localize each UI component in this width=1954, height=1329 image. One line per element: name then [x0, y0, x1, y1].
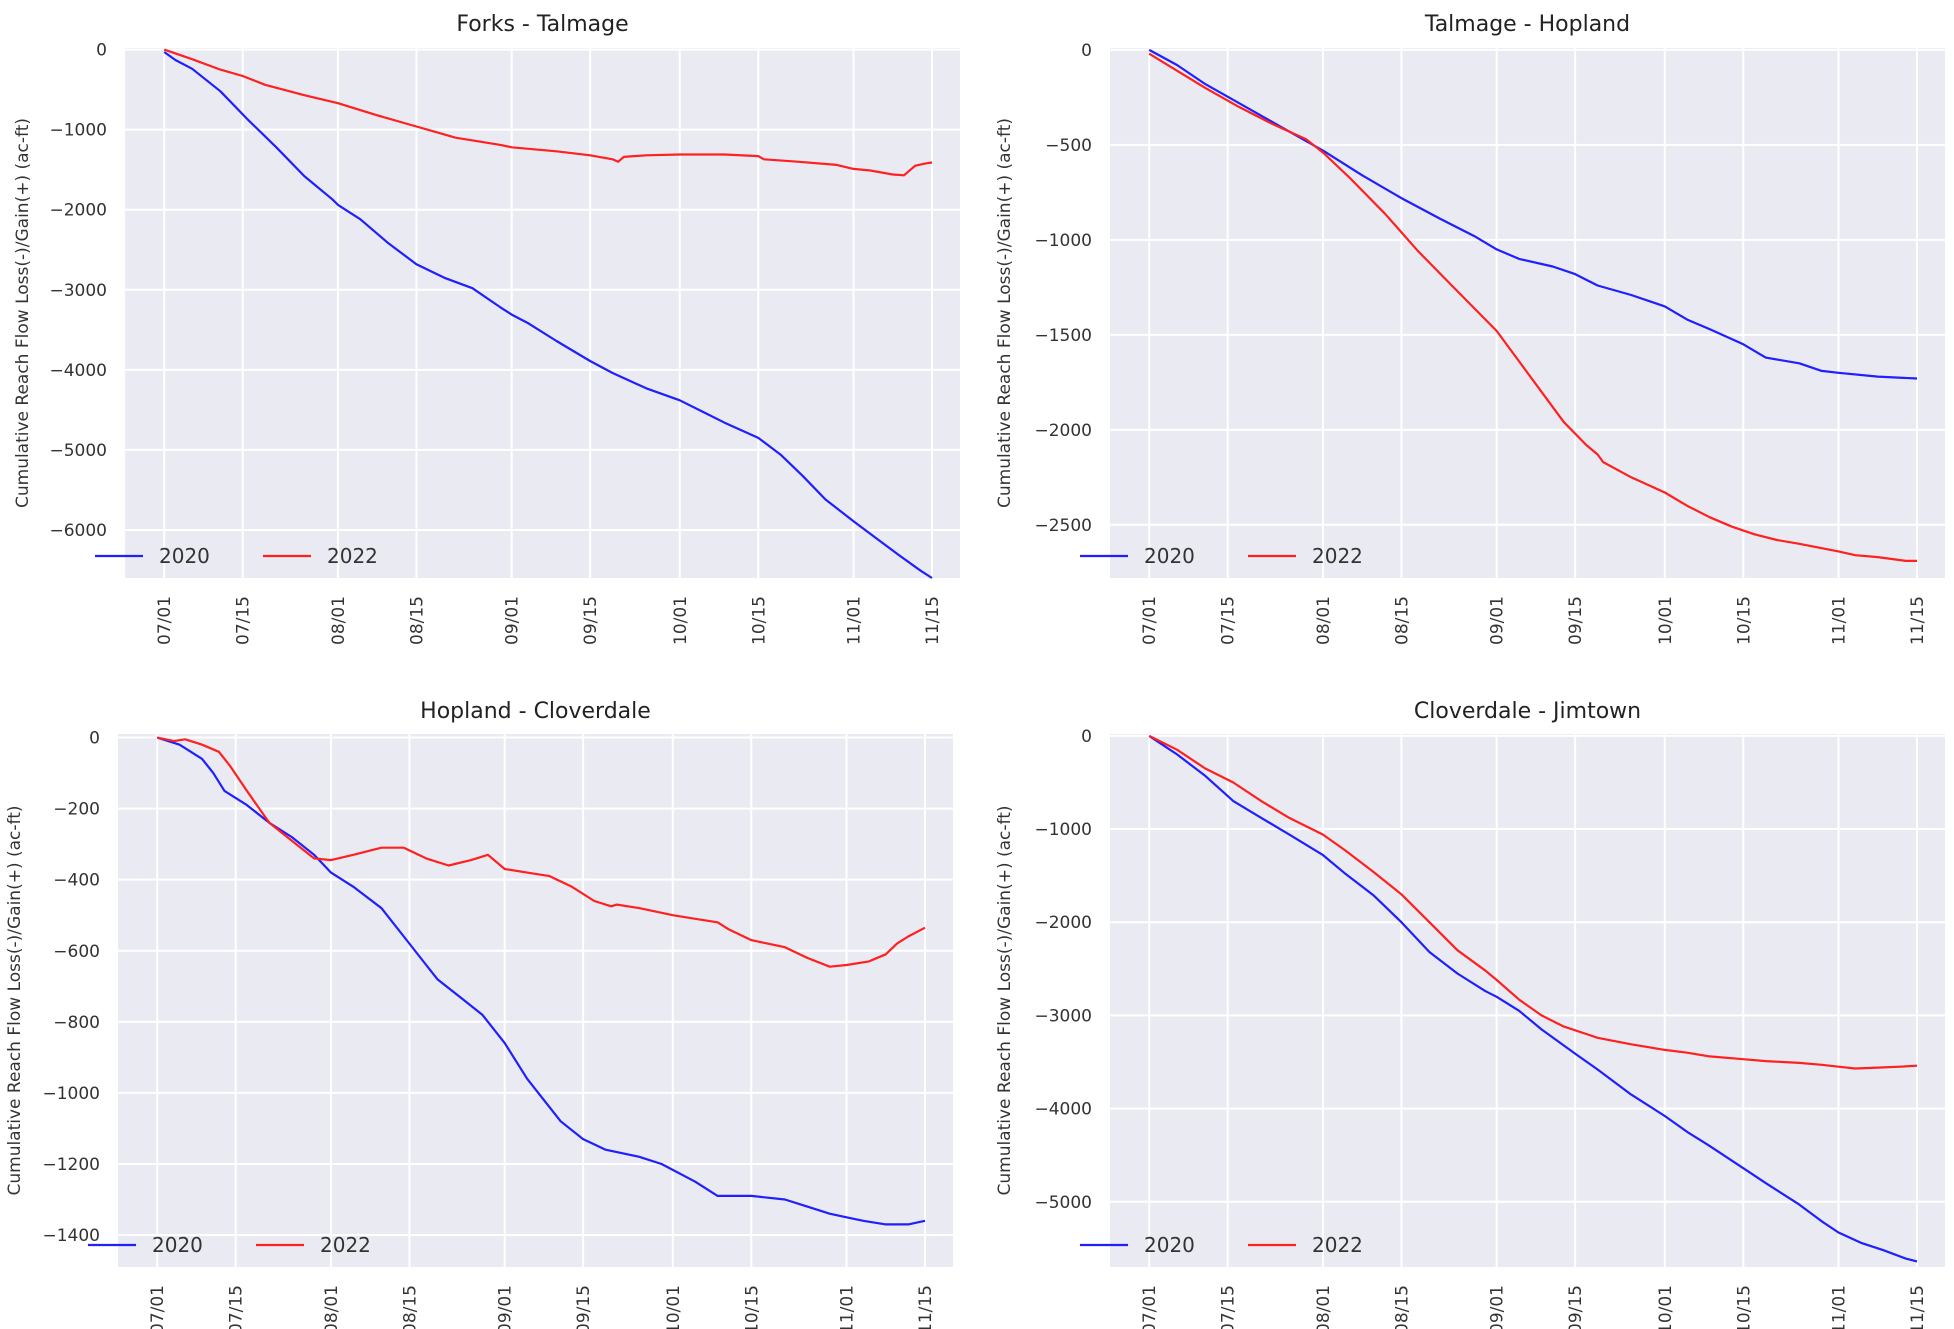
- chart-title: Cloverdale - Jimtown: [1414, 699, 1641, 724]
- x-tick-label: 10/01: [1656, 596, 1676, 645]
- y-tick-label: −1200: [42, 1155, 100, 1175]
- series-line-2020: [156, 736, 926, 1226]
- y-tick-label: −500: [1045, 136, 1092, 156]
- legend-label-2022: 2022: [320, 1233, 371, 1257]
- plot-background: [1110, 48, 1945, 578]
- x-tick-label: 08/01: [329, 596, 349, 645]
- x-tick-label: 11/15: [1908, 1285, 1928, 1329]
- x-tick-label: 07/01: [148, 1285, 168, 1329]
- x-tick-label: 11/01: [845, 596, 865, 645]
- x-tick-label: 11/01: [1830, 596, 1850, 645]
- y-tick-label: −1400: [42, 1226, 100, 1246]
- y-axis-label: Cumulative Reach Flow Loss(-)/Gain(+) (a…: [995, 805, 1015, 1195]
- x-tick-label: 11/15: [923, 596, 943, 645]
- x-tick-label: 08/15: [400, 1285, 420, 1329]
- x-tick-label: 11/01: [1830, 1285, 1850, 1329]
- y-axis-label: Cumulative Reach Flow Loss(-)/Gain(+) (a…: [5, 805, 25, 1195]
- x-tick-label: 09/15: [574, 1285, 594, 1329]
- y-tick-label: −4000: [49, 361, 107, 381]
- x-tick-label: 07/01: [1140, 1285, 1160, 1329]
- x-tick-label: 08/15: [1392, 1285, 1412, 1329]
- y-tick-label: −1000: [1034, 820, 1092, 840]
- legend-label-2022: 2022: [1312, 544, 1363, 568]
- x-tick-label: 07/15: [227, 1285, 247, 1329]
- y-tick-label: 0: [89, 729, 100, 749]
- y-tick-label: −600: [53, 942, 100, 962]
- x-tick-label: 09/15: [581, 596, 601, 645]
- chart-panel-2: 07/01 07/15 08/01 08/15 09/01 09/15 10/01 10/15…: [995, 12, 1945, 645]
- legend-label-2020: 2020: [1144, 1233, 1195, 1257]
- y-tick-label: −4000: [1034, 1100, 1092, 1120]
- x-tick-label: 10/15: [749, 596, 769, 645]
- y-tick-label: −800: [53, 1013, 100, 1033]
- chart-title: Forks - Talmage: [456, 12, 628, 37]
- x-tick-label: 07/15: [1219, 596, 1239, 645]
- chart-panel-3: 07/01 07/15 08/01 08/15 09/01 09/15 10/01 10/15…: [5, 699, 953, 1329]
- x-tick-label: 10/15: [742, 1285, 762, 1329]
- x-tick-label: 09/01: [503, 596, 523, 645]
- y-axis-label: Cumulative Reach Flow Loss(-)/Gain(+) (a…: [995, 118, 1015, 508]
- x-tick-label: 10/01: [671, 596, 691, 645]
- chart-panel-1: 07/01 07/15 08/01 08/15 09/01 09/15 10/01 10/15…: [13, 12, 960, 645]
- series-line-2022: [156, 736, 926, 968]
- plot-background: [125, 48, 960, 578]
- x-tick-label: 08/01: [322, 1285, 342, 1329]
- y-tick-label: −5000: [49, 441, 107, 461]
- legend-label-2022: 2022: [327, 544, 378, 568]
- y-tick-label: −6000: [49, 521, 107, 541]
- x-tick-label: 09/15: [1566, 1285, 1586, 1329]
- x-tick-label: 10/01: [664, 1285, 684, 1329]
- x-tick-label: 07/15: [234, 596, 254, 645]
- y-tick-label: −1000: [1034, 231, 1092, 251]
- x-tick-label: 08/01: [1314, 1285, 1334, 1329]
- x-tick-label: 08/15: [407, 596, 427, 645]
- legend-label-2020: 2020: [152, 1233, 203, 1257]
- y-tick-label: −1000: [49, 121, 107, 141]
- chart-title: Talmage - Hopland: [1424, 12, 1630, 37]
- x-tick-label: 07/15: [1219, 1285, 1239, 1329]
- series-line-2022: [1148, 734, 1918, 1070]
- x-tick-label: 10/01: [1656, 1285, 1676, 1329]
- x-tick-label: 10/15: [1734, 1285, 1754, 1329]
- chart-title: Hopland - Cloverdale: [420, 699, 651, 724]
- plot-background: [1110, 734, 1945, 1267]
- series-line-2022: [1148, 52, 1917, 562]
- series-line-2022: [163, 48, 933, 177]
- y-tick-label: −2000: [1034, 421, 1092, 441]
- y-tick-label: −2000: [49, 201, 107, 221]
- y-tick-label: −400: [53, 871, 100, 891]
- y-tick-label: −2500: [1034, 516, 1092, 536]
- y-tick-label: −5000: [1034, 1193, 1092, 1213]
- x-tick-label: 07/01: [155, 596, 175, 645]
- y-tick-label: −1500: [1034, 326, 1092, 346]
- y-tick-label: −200: [53, 800, 100, 820]
- x-tick-label: 09/01: [1488, 596, 1508, 645]
- series-line-2020: [163, 51, 933, 579]
- y-tick-label: 0: [96, 41, 107, 61]
- y-tick-label: 0: [1081, 727, 1092, 747]
- legend-label-2020: 2020: [1144, 544, 1195, 568]
- x-tick-label: 07/01: [1140, 596, 1160, 645]
- x-tick-label: 09/01: [1488, 1285, 1508, 1329]
- series-line-2020: [1148, 734, 1918, 1263]
- y-tick-label: −3000: [1034, 1006, 1092, 1026]
- x-tick-label: 11/15: [916, 1285, 936, 1329]
- plot-background: [118, 734, 953, 1267]
- x-tick-label: 11/01: [838, 1285, 858, 1329]
- y-tick-label: 0: [1081, 41, 1092, 61]
- y-tick-label: −1000: [42, 1084, 100, 1104]
- x-tick-label: 11/15: [1908, 596, 1928, 645]
- x-tick-label: 10/15: [1734, 596, 1754, 645]
- y-tick-label: −2000: [1034, 913, 1092, 933]
- y-tick-label: −3000: [49, 281, 107, 301]
- legend-label-2020: 2020: [159, 544, 210, 568]
- x-tick-label: 09/01: [496, 1285, 516, 1329]
- y-axis-label: Cumulative Reach Flow Loss(-)/Gain(+) (a…: [13, 118, 33, 508]
- x-tick-label: 08/01: [1314, 596, 1334, 645]
- legend-label-2022: 2022: [1312, 1233, 1363, 1257]
- chart-panel-4: 07/01 07/15 08/01 08/15 09/01 09/15 10/01 10/15…: [995, 699, 1945, 1329]
- x-tick-label: 08/15: [1392, 596, 1412, 645]
- x-tick-label: 09/15: [1566, 596, 1586, 645]
